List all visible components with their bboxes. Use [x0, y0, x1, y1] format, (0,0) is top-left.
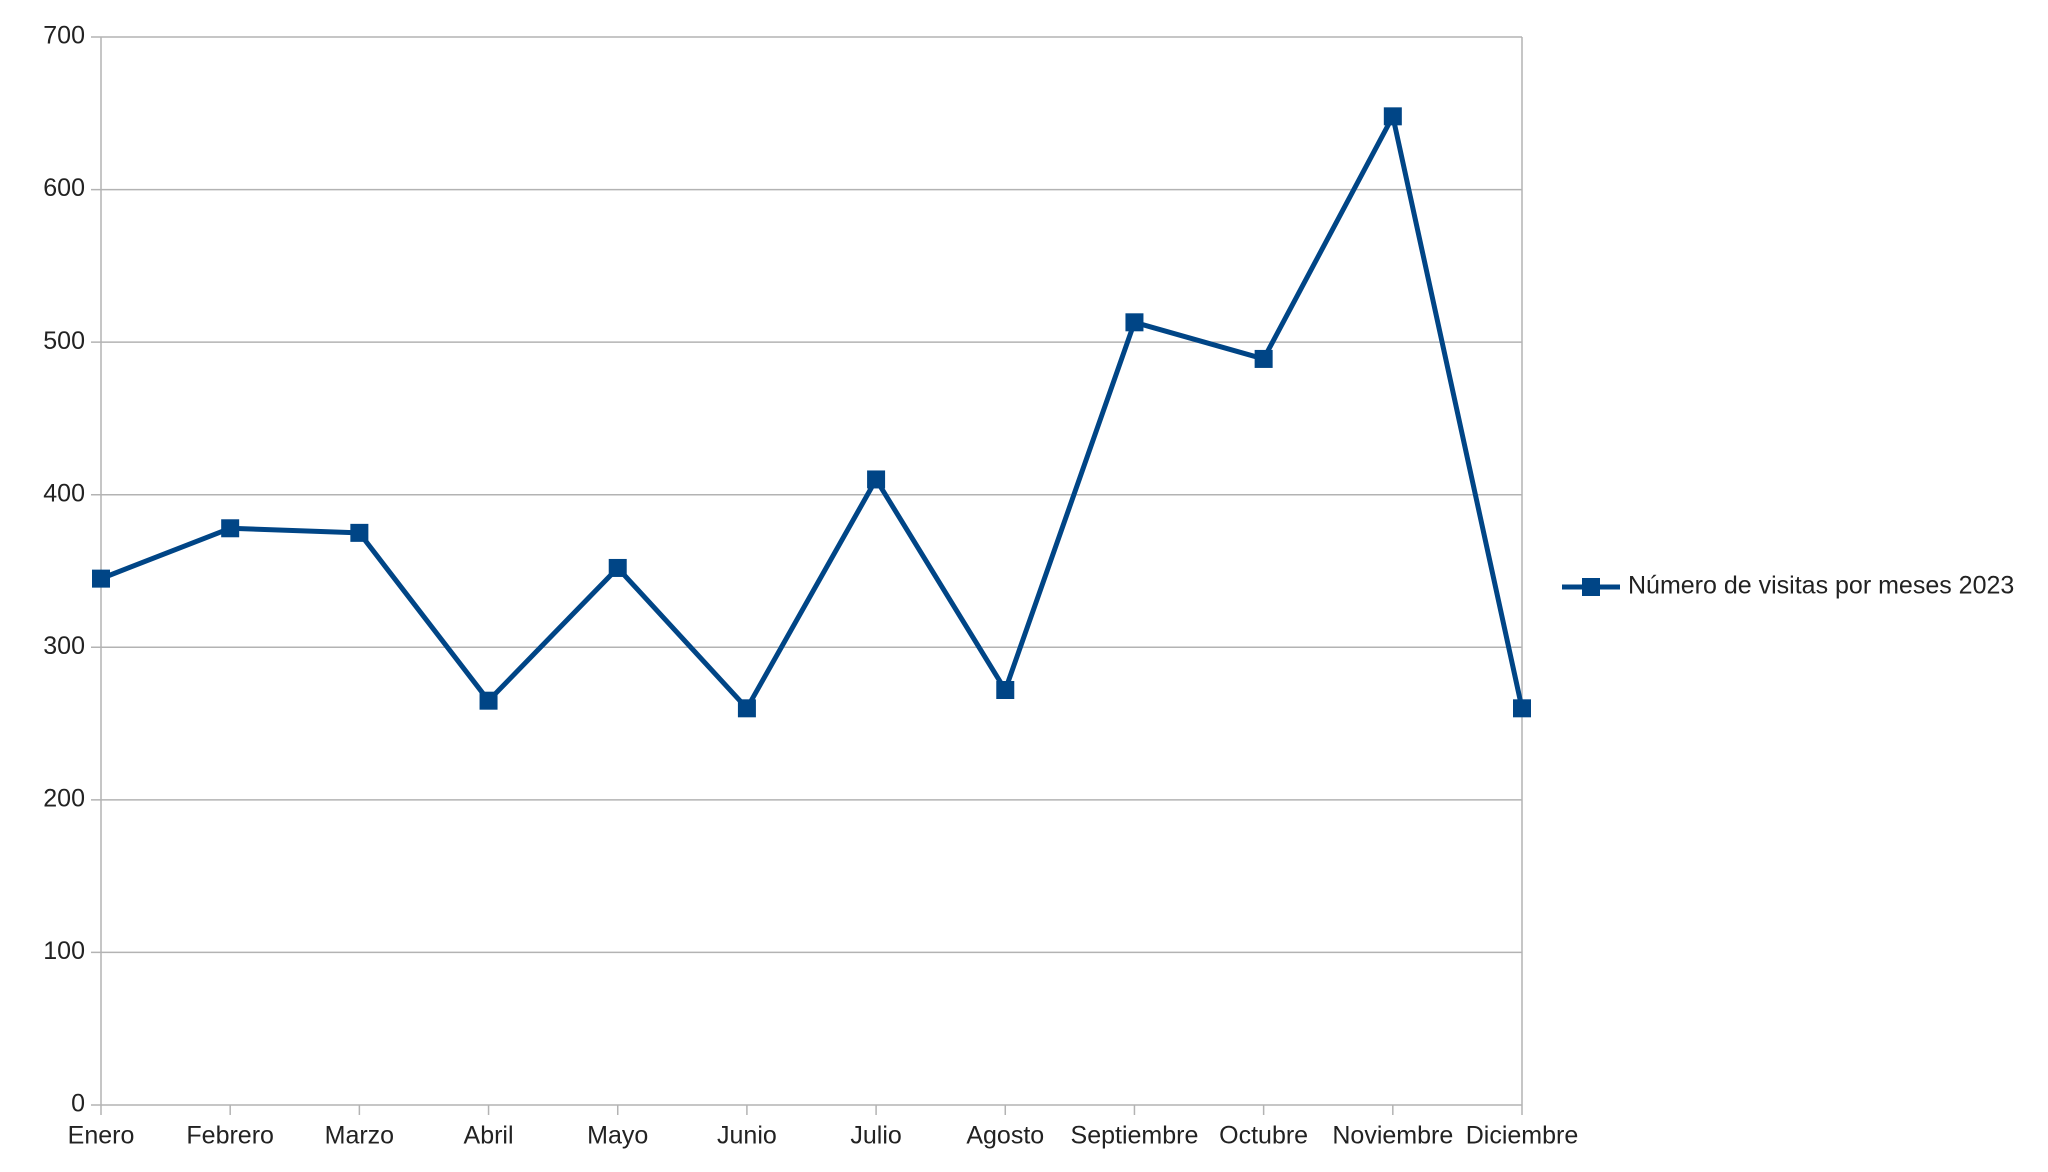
x-tick-label: Octubre — [1219, 1122, 1308, 1150]
x-tick-label: Noviembre — [1332, 1122, 1453, 1150]
y-tick-label: 400 — [43, 479, 85, 507]
data-point — [221, 519, 240, 538]
x-tick-label: Enero — [68, 1122, 135, 1150]
data-point — [1254, 349, 1273, 368]
x-tick-label: Septiembre — [1071, 1122, 1199, 1150]
y-tick-label: 0 — [71, 1090, 85, 1118]
legend-label: Número de visitas por meses 2023 — [1628, 572, 2014, 600]
data-point — [479, 691, 498, 710]
x-tick-label: Julio — [850, 1122, 901, 1150]
data-point — [1383, 107, 1402, 126]
data-point — [996, 681, 1015, 700]
x-tick-label: Junio — [717, 1122, 777, 1150]
series-line — [100, 113, 1525, 711]
x-tick-label: Diciembre — [1466, 1122, 1579, 1150]
data-point — [92, 569, 110, 588]
data-point — [350, 523, 369, 542]
x-tick-label: Abril — [464, 1122, 514, 1150]
y-tick-label: 700 — [43, 22, 85, 50]
y-tick-label: 600 — [43, 174, 85, 202]
data-point — [1125, 313, 1144, 332]
y-tick-label: 500 — [43, 327, 85, 355]
data-point — [1513, 699, 1531, 718]
x-tick-label: Mayo — [587, 1122, 648, 1150]
x-tick-label: Febrero — [186, 1122, 274, 1150]
data-point — [737, 699, 756, 718]
data-point — [608, 558, 627, 577]
y-tick-label: 100 — [43, 937, 85, 965]
legend-marker — [1582, 578, 1600, 596]
y-tick-label: 200 — [43, 784, 85, 812]
y-tick-label: 300 — [43, 632, 85, 660]
x-tick-label: Marzo — [325, 1122, 394, 1150]
data-point — [867, 470, 886, 489]
x-tick-label: Agosto — [966, 1122, 1044, 1150]
